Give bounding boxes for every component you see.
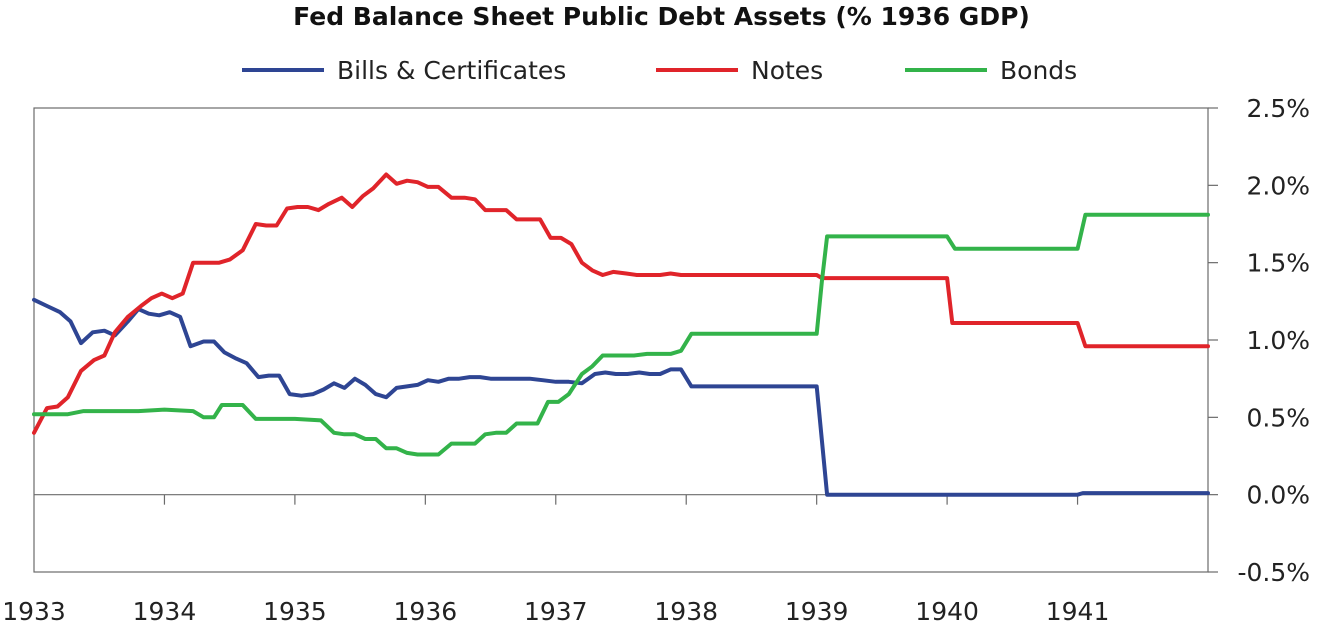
axes: 2.5% 2.0% 1.5% 1.0% 0.5% 0.0% -0.5% 1933 1934 193…	[2, 94, 1310, 623]
legend-label-bonds: Bonds	[1000, 56, 1077, 85]
y-tick-label: 2.0%	[1246, 171, 1310, 200]
y-tick-label: 1.0%	[1246, 326, 1310, 355]
series-lines	[32, 172, 1210, 497]
x-tick-label: 1937	[524, 597, 588, 623]
x-tick-label: 1936	[394, 597, 458, 623]
legend-label-notes: Notes	[751, 56, 823, 85]
y-tick-label: -0.5%	[1237, 558, 1310, 587]
x-tick-label: 1934	[133, 597, 197, 623]
legend: Bills & Certificates Notes Bonds	[242, 56, 1077, 85]
legend-label-bills-certificates: Bills & Certificates	[337, 56, 566, 85]
x-tick-label: 1941	[1046, 597, 1110, 623]
y-tick-label: 1.5%	[1246, 249, 1310, 278]
x-tick-label: 1935	[263, 597, 327, 623]
x-tick-label: 1940	[915, 597, 979, 623]
series-line-notes	[32, 172, 1210, 435]
chart-title: Fed Balance Sheet Public Debt Assets (% …	[293, 2, 1030, 31]
series-line-bonds	[32, 212, 1210, 457]
x-tick-label: 1938	[654, 597, 718, 623]
y-tick-label: 0.5%	[1246, 403, 1310, 432]
x-tick-label: 1939	[785, 597, 849, 623]
series-line-bills-certificates	[32, 297, 1210, 497]
y-tick-label: 2.5%	[1246, 94, 1310, 123]
y-tick-label: 0.0%	[1246, 481, 1310, 510]
x-tick-label: 1933	[2, 597, 66, 623]
